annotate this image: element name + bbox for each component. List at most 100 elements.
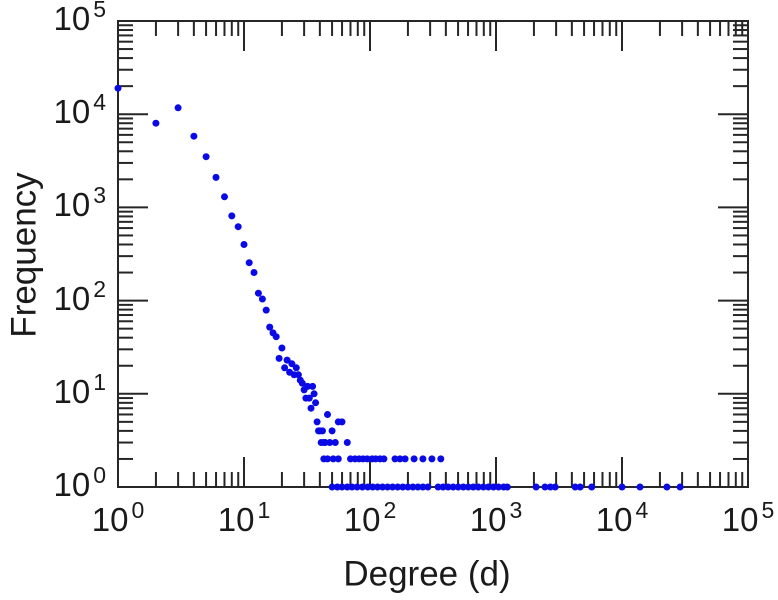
data-point bbox=[305, 394, 313, 402]
data-point bbox=[326, 439, 334, 446]
data-point bbox=[202, 153, 210, 161]
data-point bbox=[266, 323, 274, 331]
y-tick-label-10e0: 10 0 bbox=[20, 464, 106, 503]
data-point bbox=[278, 344, 286, 352]
data-point bbox=[358, 483, 366, 491]
y-tick-label-10e5: 10 5 bbox=[20, 0, 106, 35]
data-point bbox=[474, 483, 482, 491]
data-point bbox=[676, 483, 684, 491]
data-point bbox=[262, 306, 270, 314]
tick-label-exponent: 1 bbox=[257, 497, 271, 523]
data-point bbox=[254, 289, 262, 297]
y-tick-label-10e3: 10 3 bbox=[20, 184, 106, 224]
data-point bbox=[414, 483, 422, 491]
data-point bbox=[250, 269, 258, 276]
x-tick-label-10e1: 10 1 bbox=[199, 499, 289, 538]
data-point bbox=[240, 241, 248, 248]
tick-label-base: 10 bbox=[53, 93, 91, 131]
tick-label-base: 10 bbox=[721, 501, 759, 538]
data-point bbox=[228, 212, 236, 220]
data-point bbox=[439, 483, 447, 491]
tick-label-exponent: 5 bbox=[761, 497, 775, 523]
data-point bbox=[551, 483, 559, 491]
data-point bbox=[310, 390, 318, 398]
data-point bbox=[319, 427, 326, 435]
tick-label-exponent: 2 bbox=[383, 497, 397, 523]
data-point bbox=[212, 173, 220, 181]
tick-label-base: 10 bbox=[91, 501, 129, 538]
y-tick-label-10e4: 10 4 bbox=[20, 91, 106, 131]
data-point bbox=[449, 483, 457, 491]
data-point bbox=[298, 379, 306, 387]
data-point bbox=[576, 483, 584, 491]
tick-label-base: 10 bbox=[595, 501, 633, 538]
tick-label-exponent: 3 bbox=[509, 497, 523, 523]
data-point bbox=[618, 483, 626, 491]
data-point bbox=[409, 483, 417, 491]
tick-label-base: 10 bbox=[469, 501, 507, 538]
y-tick-label-10e1: 10 1 bbox=[20, 370, 106, 408]
data-point bbox=[464, 483, 472, 491]
data-point bbox=[394, 483, 402, 491]
tick-label-base: 10 bbox=[53, 466, 91, 503]
data-point bbox=[424, 483, 432, 491]
x-tick-label-10e0: 10 0 bbox=[73, 499, 163, 538]
data-point bbox=[419, 455, 427, 463]
tick-label-base: 10 bbox=[53, 279, 91, 317]
data-point bbox=[379, 483, 387, 491]
data-point bbox=[334, 455, 342, 463]
data-point bbox=[399, 483, 407, 491]
data-point bbox=[258, 295, 266, 303]
data-point bbox=[532, 483, 540, 491]
data-point bbox=[283, 356, 291, 364]
tick-label-exponent: 4 bbox=[93, 89, 106, 116]
data-point bbox=[479, 483, 487, 491]
data-point bbox=[404, 483, 412, 491]
tick-label-base: 10 bbox=[53, 186, 91, 224]
data-point bbox=[636, 483, 644, 491]
tick-label-base: 10 bbox=[217, 501, 255, 538]
data-point bbox=[391, 455, 399, 463]
data-point bbox=[384, 483, 392, 491]
x-axis-title: Degree (d) bbox=[343, 554, 511, 594]
data-point bbox=[454, 483, 462, 491]
x-tick-label-10e4: 10 4 bbox=[577, 499, 667, 538]
data-point bbox=[588, 483, 596, 491]
data-point bbox=[369, 483, 377, 491]
data-point bbox=[546, 483, 554, 491]
data-point bbox=[364, 483, 372, 491]
x-tick-label-10e2: 10 2 bbox=[325, 499, 415, 537]
data-point bbox=[571, 483, 579, 491]
data-point bbox=[541, 483, 549, 491]
data-point bbox=[343, 439, 351, 446]
data-point bbox=[410, 455, 418, 463]
data-point bbox=[190, 132, 198, 140]
data-point bbox=[328, 483, 336, 491]
data-point bbox=[245, 259, 253, 267]
data-point bbox=[331, 439, 339, 446]
data-point bbox=[304, 382, 312, 390]
tick-label-exponent: 3 bbox=[93, 182, 106, 209]
data-point bbox=[324, 411, 331, 418]
data-point bbox=[437, 455, 445, 463]
tick-label-exponent: 2 bbox=[93, 275, 106, 302]
data-point bbox=[272, 333, 280, 341]
x-tick-label-10e3: 10 3 bbox=[451, 499, 541, 538]
data-point bbox=[309, 382, 317, 390]
data-point bbox=[313, 418, 321, 426]
data-point bbox=[328, 427, 336, 435]
data-point bbox=[234, 223, 242, 231]
tick-label-exponent: 0 bbox=[131, 497, 145, 523]
data-point bbox=[174, 104, 182, 112]
tick-label-exponent: 4 bbox=[635, 497, 649, 523]
x-tick-label-10e5: 10 5 bbox=[703, 499, 778, 538]
data-point bbox=[663, 483, 671, 491]
tick-label-exponent: 5 bbox=[93, 0, 106, 22]
data-point bbox=[419, 483, 427, 491]
data-point bbox=[275, 354, 283, 362]
data-point bbox=[484, 483, 492, 491]
data-point bbox=[114, 84, 122, 92]
tick-label-exponent: 1 bbox=[93, 368, 106, 395]
